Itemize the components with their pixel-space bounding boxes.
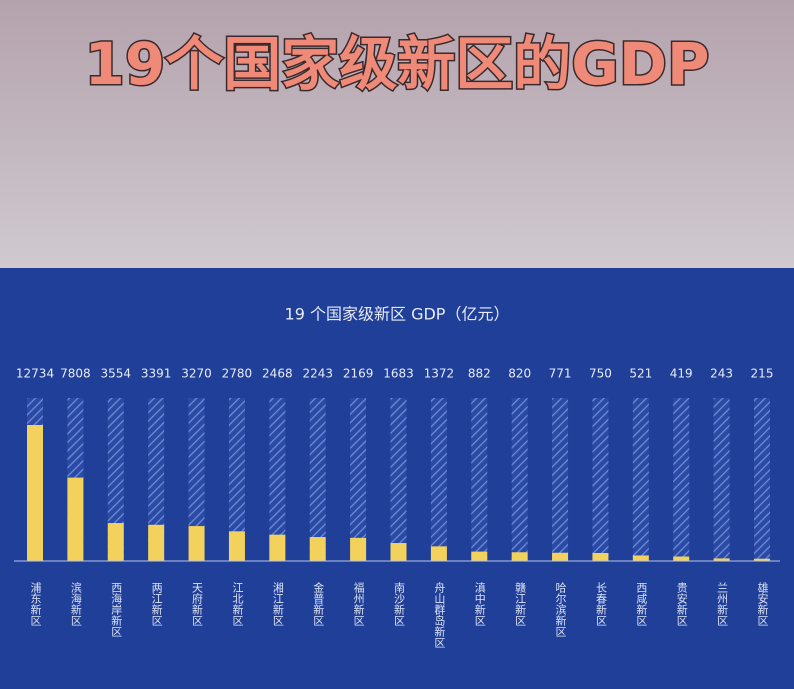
x-tick-label: 湘江新区	[271, 581, 284, 626]
banner-title: 19个国家级新区的GDP	[85, 30, 710, 98]
bar	[67, 477, 84, 561]
bar-background	[107, 398, 124, 561]
value-label: 243	[710, 367, 733, 381]
x-tick-label: 西咸新区	[635, 582, 648, 626]
bar	[592, 552, 609, 561]
value-label: 3391	[141, 367, 172, 381]
bar	[228, 531, 245, 561]
value-label: 215	[751, 367, 774, 381]
top-background	[0, 0, 794, 270]
bar	[632, 555, 649, 561]
x-tick-label: 金普新区	[312, 581, 325, 626]
bar	[269, 534, 286, 561]
bar	[713, 558, 730, 561]
value-label: 3554	[101, 367, 132, 381]
value-label: 521	[629, 367, 652, 381]
bar-background	[350, 398, 367, 561]
bar	[350, 537, 367, 561]
value-label: 2243	[302, 367, 333, 381]
bar-background	[471, 398, 488, 561]
bar-background	[552, 398, 569, 561]
bar	[511, 552, 528, 561]
value-label: 2468	[262, 367, 293, 381]
bar	[430, 546, 447, 561]
plot: 12734 浦东新区 7808 滨海新区 3554 西海岸新区 3391 两江新区 3270 天府…	[16, 367, 774, 649]
bar	[188, 526, 205, 561]
value-label: 750	[589, 367, 612, 381]
x-tick-label: 西海岸新区	[110, 582, 123, 637]
bar	[27, 425, 43, 561]
bar-background	[592, 398, 609, 561]
bar-background	[148, 398, 165, 561]
value-label: 882	[468, 367, 491, 381]
bar-background	[188, 398, 205, 561]
x-tick-label: 两江新区	[150, 582, 163, 626]
x-tick-label: 福州新区	[352, 581, 365, 626]
bar-background	[754, 398, 770, 561]
value-label: 12734	[16, 367, 54, 381]
bar	[107, 523, 124, 561]
value-label: 419	[670, 367, 693, 381]
x-tick-label: 滨海新区	[69, 581, 82, 626]
x-tick-label: 滇中新区	[473, 581, 486, 626]
bar-background	[309, 398, 326, 561]
value-label: 1683	[383, 367, 414, 381]
bar	[148, 524, 165, 561]
bar-background	[632, 398, 649, 561]
bar-background	[228, 398, 245, 561]
bar	[390, 543, 407, 561]
x-tick-label: 赣江新区	[514, 581, 527, 626]
chart-title: 19 个国家级新区 GDP（亿元）	[285, 305, 510, 324]
value-label: 3270	[181, 367, 212, 381]
value-label: 7808	[60, 367, 91, 381]
bar-background	[430, 398, 447, 561]
value-label: 771	[549, 367, 572, 381]
x-tick-label: 天府新区	[191, 582, 204, 626]
bar-background	[713, 398, 730, 561]
x-tick-label: 浦东新区	[29, 582, 42, 626]
x-tick-label: 舟山群岛新区	[433, 581, 446, 648]
bar-background	[390, 398, 407, 561]
bar	[471, 551, 488, 561]
x-tick-label: 江北新区	[231, 582, 244, 626]
value-label: 2169	[343, 367, 374, 381]
x-tick-label: 雄安新区	[756, 581, 769, 626]
x-tick-label: 哈尔滨新区	[554, 582, 567, 637]
bar	[552, 552, 569, 561]
bar-background	[673, 398, 690, 561]
x-tick-label: 贵安新区	[675, 582, 688, 626]
bar-background	[269, 398, 286, 561]
value-label: 2780	[222, 367, 253, 381]
value-label: 1372	[424, 367, 455, 381]
x-tick-label: 兰州新区	[716, 582, 729, 626]
bar	[673, 556, 690, 561]
bar	[754, 558, 770, 561]
x-tick-label: 长春新区	[594, 582, 607, 626]
value-label: 820	[508, 367, 531, 381]
bar-background	[511, 398, 528, 561]
x-tick-label: 南沙新区	[393, 582, 406, 626]
bar	[309, 537, 326, 561]
